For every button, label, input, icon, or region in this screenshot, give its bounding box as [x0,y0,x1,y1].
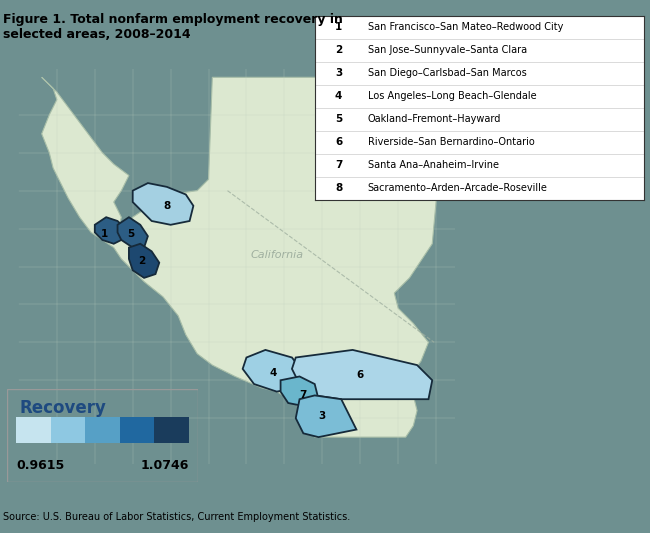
Text: selected areas, 2008–2014: selected areas, 2008–2014 [3,28,191,41]
Text: California: California [250,250,304,260]
Polygon shape [296,395,356,437]
Bar [51,417,85,443]
Bar [120,417,154,443]
Text: 5: 5 [335,115,342,124]
Polygon shape [95,217,125,244]
Text: 1: 1 [101,229,108,239]
Polygon shape [281,376,318,407]
Polygon shape [292,350,432,399]
Text: 8: 8 [163,201,170,211]
Text: Figure 1. Total nonfarm employment recovery in: Figure 1. Total nonfarm employment recov… [3,13,343,26]
Text: 1: 1 [335,22,342,33]
Text: 2: 2 [335,45,342,55]
Text: Recovery: Recovery [20,399,107,417]
Bar [16,417,51,443]
Text: Santa Ana–Anaheim–Irvine: Santa Ana–Anaheim–Irvine [368,160,499,171]
Text: San Jose–Sunnyvale–Santa Clara: San Jose–Sunnyvale–Santa Clara [368,45,527,55]
Bar [154,417,188,443]
Text: San Diego–Carlsbad–San Marcos: San Diego–Carlsbad–San Marcos [368,68,526,78]
Text: 3: 3 [318,411,326,421]
Polygon shape [129,244,159,278]
Text: 2: 2 [138,256,146,266]
Text: 7: 7 [335,160,343,171]
Polygon shape [133,183,193,225]
Text: 8: 8 [335,183,342,193]
Polygon shape [118,217,148,247]
Text: Sacramento–Arden–Arcade–Roseville: Sacramento–Arden–Arcade–Roseville [368,183,548,193]
Bar [85,417,120,443]
Text: 1.0746: 1.0746 [140,459,188,472]
Text: 6: 6 [357,369,364,379]
Text: 6: 6 [335,138,342,148]
Polygon shape [42,77,436,437]
Text: Source: U.S. Bureau of Labor Statistics, Current Employment Statistics.: Source: U.S. Bureau of Labor Statistics,… [3,512,350,522]
Polygon shape [242,350,304,392]
Text: Los Angeles–Long Beach–Glendale: Los Angeles–Long Beach–Glendale [368,92,536,101]
Text: 4: 4 [335,92,343,101]
Text: 5: 5 [127,229,135,239]
Text: 3: 3 [335,68,342,78]
Text: 0.9615: 0.9615 [16,459,64,472]
Text: Oakland–Fremont–Hayward: Oakland–Fremont–Hayward [368,115,501,124]
Text: San Francisco–San Mateo–Redwood City: San Francisco–San Mateo–Redwood City [368,22,563,33]
Text: 7: 7 [300,390,307,400]
Text: 4: 4 [269,368,277,378]
Text: Riverside–San Bernardino–Ontario: Riverside–San Bernardino–Ontario [368,138,534,148]
